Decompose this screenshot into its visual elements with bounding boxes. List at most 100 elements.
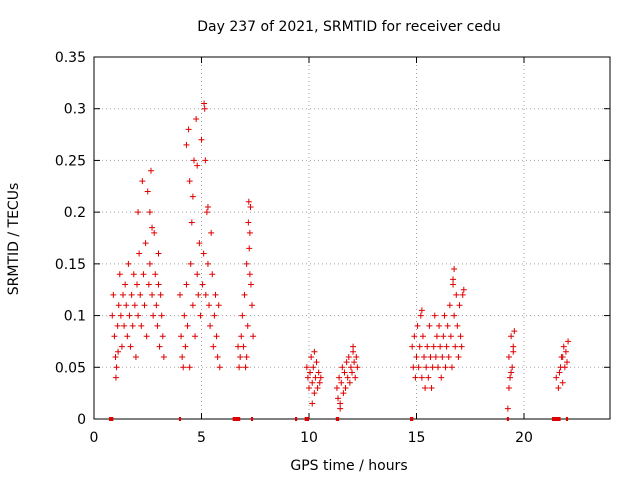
- data-marks: [109, 100, 572, 421]
- y-tick-label: 0.2: [64, 205, 86, 221]
- data-point: [450, 276, 457, 283]
- data-point: [439, 353, 446, 360]
- data-point: [127, 343, 134, 350]
- data-point: [447, 333, 454, 340]
- y-tick-label: 0.15: [55, 257, 86, 273]
- data-point: [455, 353, 462, 360]
- data-point: [199, 281, 206, 288]
- data-point: [242, 364, 249, 371]
- data-point: [246, 229, 253, 236]
- data-point: [315, 369, 322, 376]
- data-point: [121, 322, 128, 329]
- data-point: [562, 348, 569, 355]
- x-tick-label: 15: [408, 430, 426, 446]
- data-point: [353, 353, 360, 360]
- data-point: [210, 343, 217, 350]
- data-point: [410, 364, 417, 371]
- data-point: [312, 374, 319, 381]
- data-point: [239, 312, 246, 319]
- data-point: [244, 322, 251, 329]
- data-point: [152, 271, 159, 278]
- data-point: [153, 302, 160, 309]
- data-point: [117, 312, 124, 319]
- data-point: [333, 384, 340, 391]
- data-point: [249, 302, 256, 309]
- y-tick-label: 0.1: [64, 309, 86, 325]
- data-point: [209, 271, 216, 278]
- data-point: [451, 266, 458, 273]
- data-point: [196, 240, 203, 247]
- data-point: [150, 312, 157, 319]
- data-point: [194, 162, 201, 169]
- data-point: [417, 312, 424, 319]
- data-point: [343, 359, 350, 366]
- data-point: [456, 302, 463, 309]
- data-point: [192, 333, 199, 340]
- data-point: [236, 364, 243, 371]
- data-point: [120, 291, 127, 298]
- data-point: [450, 281, 457, 288]
- data-point: [337, 400, 344, 407]
- data-point: [211, 312, 218, 319]
- data-point: [335, 395, 342, 402]
- data-point: [313, 359, 320, 366]
- axis-ticks: 0 5 10 15 20 0 0.05 0.1 0.15 0.2 0.25 0.3 0.35: [55, 50, 610, 446]
- data-point: [424, 343, 431, 350]
- data-point: [144, 188, 151, 195]
- data-point: [508, 369, 515, 376]
- y-tick-label: 0.25: [55, 153, 86, 169]
- data-point: [140, 271, 147, 278]
- data-point: [200, 250, 207, 257]
- data-point: [423, 364, 430, 371]
- data-point: [460, 286, 467, 293]
- data-point: [135, 312, 142, 319]
- data-point: [316, 379, 323, 386]
- y-tick-label: 0.3: [64, 102, 86, 118]
- data-point: [427, 353, 434, 360]
- data-point: [208, 229, 215, 236]
- data-point: [342, 384, 349, 391]
- data-point: [129, 322, 136, 329]
- data-point: [415, 364, 422, 371]
- data-point: [139, 178, 146, 185]
- data-point: [565, 338, 572, 345]
- data-point: [151, 229, 158, 236]
- data-point: [137, 291, 144, 298]
- data-point: [179, 353, 186, 360]
- data-point: [443, 343, 450, 350]
- data-point: [189, 302, 196, 309]
- data-point: [510, 343, 517, 350]
- data-point: [124, 333, 131, 340]
- data-point: [559, 379, 566, 386]
- data-point: [445, 353, 452, 360]
- data-point: [347, 364, 354, 371]
- data-point: [504, 405, 511, 412]
- data-point: [131, 302, 138, 309]
- data-point: [561, 364, 568, 371]
- data-point: [556, 369, 563, 376]
- data-point: [245, 219, 252, 226]
- data-point: [413, 353, 420, 360]
- data-point: [142, 240, 149, 247]
- data-point: [183, 141, 190, 148]
- data-point: [145, 281, 152, 288]
- y-axis-label: SRMTID / TECUs: [6, 183, 22, 296]
- data-point: [306, 384, 312, 391]
- data-point: [317, 374, 324, 381]
- data-point: [437, 343, 444, 350]
- data-point: [339, 364, 346, 371]
- data-point: [183, 281, 190, 288]
- data-point: [193, 116, 200, 123]
- data-point: [245, 198, 252, 205]
- x-axis-label: GPS time / hours: [290, 458, 407, 474]
- data-point: [412, 374, 419, 381]
- data-point: [180, 364, 187, 371]
- data-point: [198, 136, 205, 143]
- data-point: [426, 322, 433, 329]
- data-point: [435, 364, 441, 371]
- data-point: [559, 353, 566, 360]
- data-point: [235, 343, 242, 350]
- data-point: [338, 379, 345, 386]
- data-point: [458, 343, 465, 350]
